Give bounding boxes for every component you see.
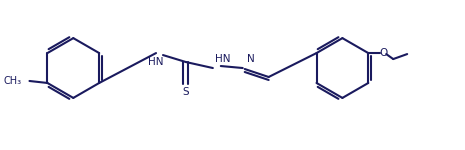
Text: HN: HN [215, 54, 230, 64]
Text: O: O [379, 48, 387, 58]
Text: HN: HN [148, 57, 164, 67]
Text: N: N [247, 54, 254, 64]
Text: S: S [183, 87, 189, 97]
Text: CH₃: CH₃ [3, 76, 21, 86]
